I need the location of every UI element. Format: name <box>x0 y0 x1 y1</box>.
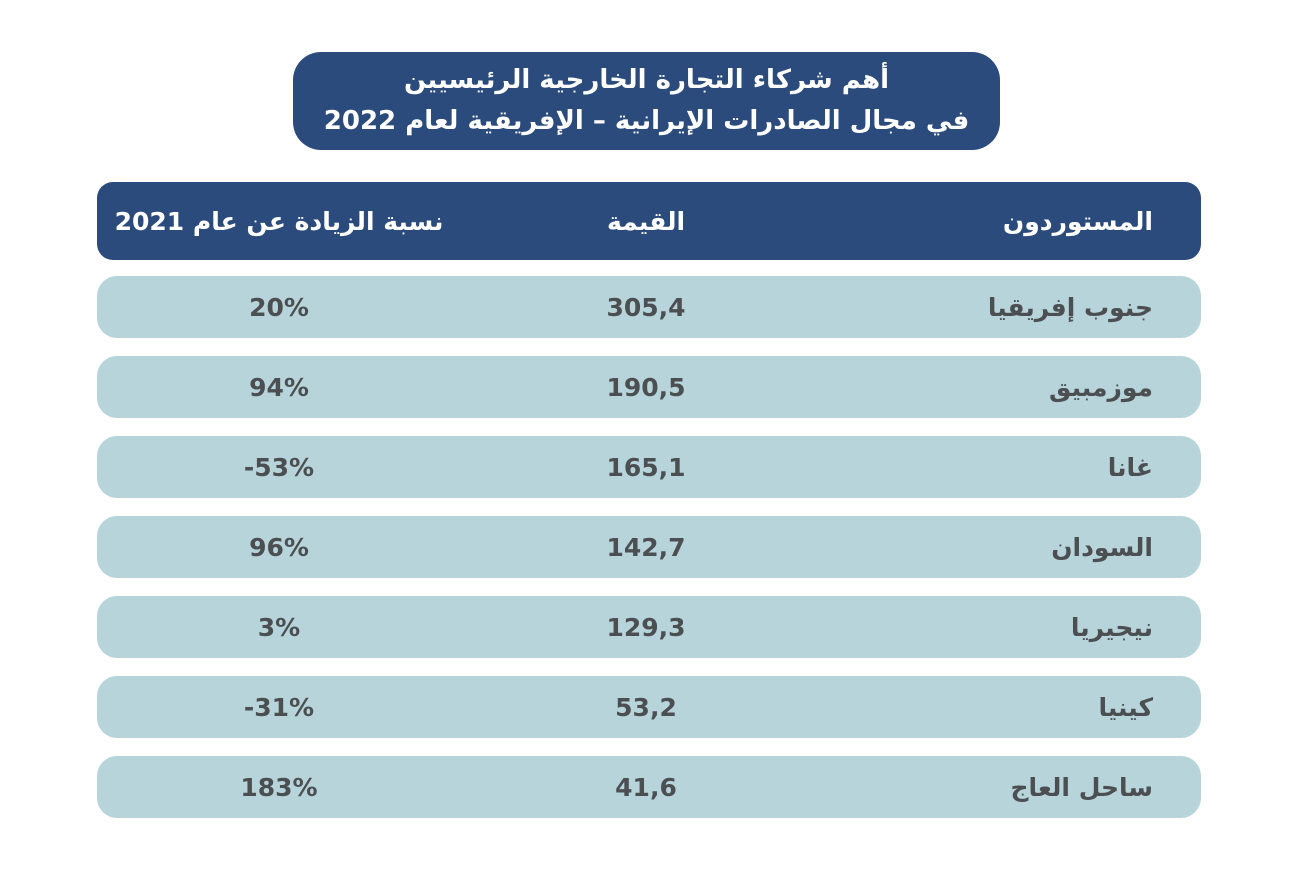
value-cell: 41,6 <box>615 772 677 802</box>
increase-cell: 20% <box>249 292 309 322</box>
trade-partners-table: المستوردون القيمة نسبة الزيادة عن عام 20… <box>97 182 1201 836</box>
importer-cell: جنوب إفريقيا <box>987 292 1153 322</box>
importer-cell: كينيا <box>1098 692 1153 722</box>
table-row: موزمبيق 190,5 94% <box>97 356 1201 418</box>
value-cell: 129,3 <box>606 612 686 642</box>
title-banner: أهم شركاء التجارة الخارجية الرئيسيين في … <box>293 52 1000 150</box>
table-row: جنوب إفريقيا 305,4 20% <box>97 276 1201 338</box>
value-cell: 305,4 <box>606 292 686 322</box>
title-line-2: في مجال الصادرات الإيرانية – الإفريقية ل… <box>323 106 970 136</box>
table-row: نيجيريا 129,3 3% <box>97 596 1201 658</box>
importer-cell: نيجيريا <box>1070 612 1153 642</box>
table-row: ساحل العاج 41,6 183% <box>97 756 1201 818</box>
increase-cell: 96% <box>249 532 309 562</box>
table-row: السودان 142,7 96% <box>97 516 1201 578</box>
increase-cell: -53% <box>243 452 315 482</box>
table-row: كينيا 53,2 -31% <box>97 676 1201 738</box>
header-importers: المستوردون <box>1002 206 1153 236</box>
value-cell: 142,7 <box>606 532 686 562</box>
value-cell: 53,2 <box>615 692 677 722</box>
header-value: القيمة <box>606 206 686 236</box>
importer-cell: ساحل العاج <box>1010 772 1153 802</box>
title-line-1: أهم شركاء التجارة الخارجية الرئيسيين <box>403 65 890 95</box>
importer-cell: غانا <box>1107 452 1153 482</box>
increase-cell: 183% <box>240 772 318 802</box>
header-increase: نسبة الزيادة عن عام 2021 <box>114 206 444 236</box>
value-cell: 165,1 <box>606 452 686 482</box>
importer-cell: موزمبيق <box>1049 372 1153 402</box>
table-row: غانا 165,1 -53% <box>97 436 1201 498</box>
increase-cell: 94% <box>249 372 309 402</box>
increase-cell: 3% <box>257 612 301 642</box>
importer-cell: السودان <box>1051 532 1153 562</box>
value-cell: 190,5 <box>606 372 686 402</box>
increase-cell: -31% <box>243 692 315 722</box>
table-header-row: المستوردون القيمة نسبة الزيادة عن عام 20… <box>97 182 1201 260</box>
